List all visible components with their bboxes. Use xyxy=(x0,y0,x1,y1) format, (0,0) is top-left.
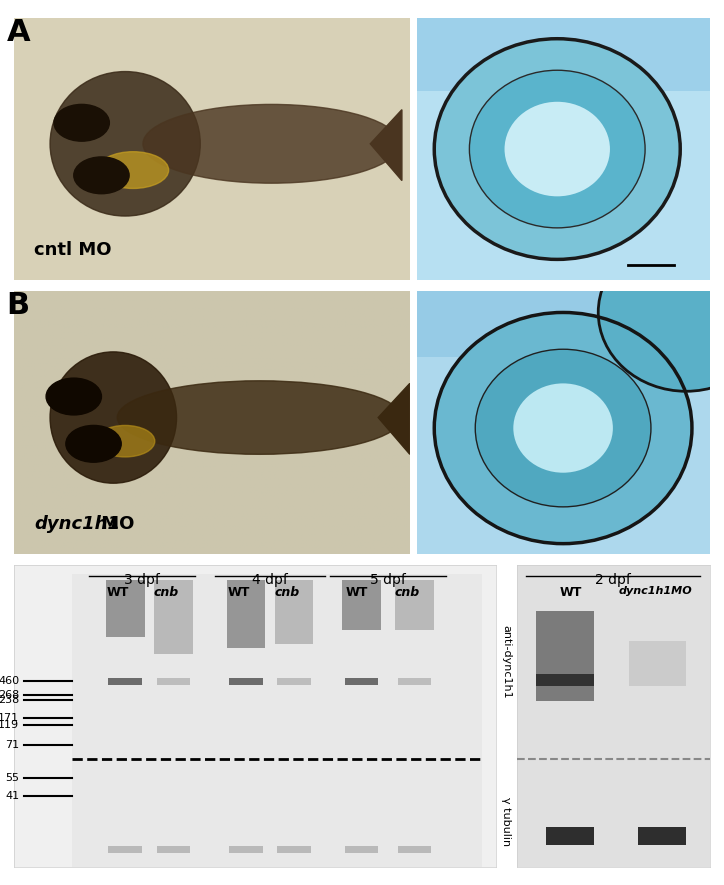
Circle shape xyxy=(598,234,724,391)
Circle shape xyxy=(434,312,692,543)
Polygon shape xyxy=(370,110,402,181)
Text: WT: WT xyxy=(345,587,368,599)
Text: 238: 238 xyxy=(0,696,20,705)
Bar xyxy=(154,581,193,654)
Bar xyxy=(638,827,686,844)
Text: 4 dpf: 4 dpf xyxy=(252,573,288,587)
Circle shape xyxy=(46,378,101,415)
Text: 55: 55 xyxy=(5,773,20,783)
Ellipse shape xyxy=(117,381,402,454)
Bar xyxy=(536,674,594,686)
Text: A: A xyxy=(7,18,30,47)
Text: anti-
γ tubulin: anti- γ tubulin xyxy=(501,797,523,847)
Bar xyxy=(229,845,263,853)
Text: dync1h1: dync1h1 xyxy=(34,515,120,533)
Text: B: B xyxy=(7,291,30,320)
Bar xyxy=(72,574,482,867)
Text: anti-dync1h1: anti-dync1h1 xyxy=(501,625,511,698)
Bar xyxy=(628,641,686,686)
Text: 71: 71 xyxy=(5,740,20,750)
Bar xyxy=(395,581,434,630)
Text: 460: 460 xyxy=(0,676,20,687)
Text: cnb: cnb xyxy=(395,587,420,599)
Circle shape xyxy=(475,350,651,507)
Text: 2 dpf: 2 dpf xyxy=(595,573,631,587)
Ellipse shape xyxy=(50,352,177,483)
Bar xyxy=(229,678,263,685)
Circle shape xyxy=(74,157,129,194)
Bar xyxy=(106,581,145,637)
Bar xyxy=(345,678,379,685)
Ellipse shape xyxy=(50,72,201,216)
Ellipse shape xyxy=(98,151,169,189)
Ellipse shape xyxy=(96,426,155,457)
Bar xyxy=(156,845,190,853)
Bar xyxy=(275,581,313,643)
Text: WT: WT xyxy=(560,587,582,599)
Bar xyxy=(546,827,594,844)
Text: cnb: cnb xyxy=(274,587,300,599)
Bar xyxy=(536,611,594,701)
Bar xyxy=(342,581,381,630)
Bar xyxy=(109,678,142,685)
Text: 5 dpf: 5 dpf xyxy=(370,573,406,587)
Bar xyxy=(277,678,311,685)
Bar xyxy=(345,845,379,853)
Bar xyxy=(156,678,190,685)
Ellipse shape xyxy=(143,104,400,183)
Polygon shape xyxy=(378,383,410,454)
Circle shape xyxy=(54,104,109,142)
Text: WT: WT xyxy=(227,587,250,599)
Text: cntl MO: cntl MO xyxy=(34,242,111,259)
Text: MO: MO xyxy=(95,515,135,533)
Text: dync1h1MO: dync1h1MO xyxy=(619,587,692,596)
Circle shape xyxy=(505,102,610,196)
Text: 119: 119 xyxy=(0,720,20,730)
Bar xyxy=(397,678,432,685)
Circle shape xyxy=(434,39,681,259)
Text: WT: WT xyxy=(107,587,130,599)
Circle shape xyxy=(66,426,121,462)
Text: 268: 268 xyxy=(0,690,20,700)
Bar xyxy=(277,845,311,853)
Circle shape xyxy=(513,383,613,473)
Text: cnb: cnb xyxy=(153,587,179,599)
Bar xyxy=(227,581,265,648)
Text: 171: 171 xyxy=(0,712,20,723)
Text: 41: 41 xyxy=(5,791,20,801)
Circle shape xyxy=(469,70,645,227)
Bar xyxy=(109,845,142,853)
Bar xyxy=(397,845,432,853)
Text: 3 dpf: 3 dpf xyxy=(125,573,160,587)
